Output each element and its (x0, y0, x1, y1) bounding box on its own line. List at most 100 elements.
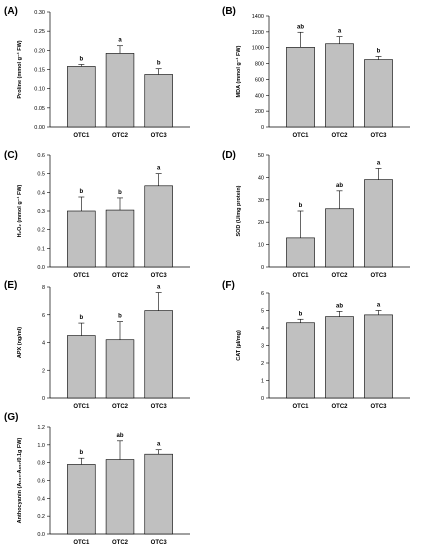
significance-label: a (157, 166, 161, 172)
significance-label: a (377, 303, 381, 309)
x-tick-label: OTC2 (331, 404, 348, 410)
y-tick-label: 0.00 (34, 125, 45, 131)
y-tick-label: 0.20 (34, 48, 45, 54)
y-tick-label: 0 (261, 125, 264, 131)
x-tick-label: OTC2 (112, 273, 129, 279)
y-tick-label: 50 (258, 153, 264, 159)
y-tick-label: 0.0 (37, 265, 45, 271)
bar (144, 453, 173, 535)
significance-label: b (79, 57, 83, 63)
y-tick-label: 4 (42, 341, 45, 347)
x-tick-label: OTC3 (370, 273, 387, 279)
y-tick-label: 0.25 (34, 29, 45, 35)
bar (67, 335, 96, 399)
y-tick-label: 8 (42, 285, 45, 291)
bar (144, 74, 173, 128)
bar (144, 310, 173, 399)
y-tick-label: 1.0 (37, 443, 45, 449)
y-axis-label: APX (ng/ml) (17, 327, 23, 358)
y-tick-label: 0.5 (37, 172, 45, 178)
y-axis-label: SOD (U/mg protein) (236, 185, 242, 236)
panel-label: (E) (4, 280, 17, 291)
y-axis-label: CAT (µl/mg) (236, 330, 242, 361)
x-tick-label: OTC1 (292, 133, 309, 139)
bar (105, 339, 135, 399)
x-tick-label: OTC3 (151, 404, 168, 410)
significance-label: ab (116, 433, 123, 439)
chart-panel: (A) 0.00 0.05 0.10 0.15 0.20 0.25 0.30 Proline (… (4, 6, 190, 139)
significance-label: b (118, 314, 122, 320)
panel-label: (B) (222, 6, 236, 17)
bar (67, 464, 96, 535)
bar (286, 322, 315, 399)
y-tick-label: 0.3 (37, 209, 45, 215)
x-tick-label: OTC2 (112, 404, 129, 410)
bar (364, 59, 393, 128)
y-tick-label: 200 (255, 109, 264, 115)
y-tick-label: 4 (261, 326, 264, 332)
y-tick-label: 800 (255, 62, 264, 68)
y-tick-label: 40 (258, 175, 264, 181)
y-axis-label: MDA (mmol g⁻¹ FW) (235, 45, 242, 97)
bar (105, 459, 135, 535)
y-tick-label: 0.0 (37, 532, 45, 538)
chart-panel: (G) 0.0 0.2 0.4 0.6 0.8 1.0 1.2 Anthocyanin (A₅₃… (4, 412, 190, 546)
x-tick-label: OTC1 (292, 404, 309, 410)
bar (325, 316, 354, 399)
panel-label: (C) (4, 150, 18, 161)
chart-panel: (F) 0 1 2 3 4 5 6 CAT (µl/mg) b OTC1 ab OTC2 a OTC3 (222, 280, 410, 410)
y-tick-label: 0.30 (34, 10, 45, 16)
bar (144, 185, 173, 268)
bar (286, 47, 315, 128)
chart-panel: (C) 0.0 0.1 0.2 0.3 0.4 0.5 0.6 H₂O₂ (mmol g⁻¹ F… (4, 150, 190, 279)
significance-label: a (118, 38, 122, 44)
bar (105, 53, 135, 128)
x-tick-label: OTC2 (112, 133, 129, 139)
significance-label: b (157, 61, 161, 67)
y-tick-label: 0 (261, 265, 264, 271)
chart-panel: (E) 0 2 4 6 8 APX (ng/ml) b OTC1 b OTC2 a OTC3 (4, 280, 190, 410)
significance-label: b (79, 450, 83, 456)
bar (105, 209, 135, 268)
significance-label: a (338, 29, 342, 35)
bar (286, 237, 315, 268)
y-tick-label: 400 (255, 93, 264, 99)
y-tick-label: 1 (261, 379, 264, 385)
significance-label: ab (297, 24, 304, 30)
x-tick-label: OTC1 (73, 273, 90, 279)
chart-panel: (D) 0 10 20 30 40 50 SOD (U/mg protein) b OTC1 ab O… (222, 150, 410, 279)
significance-label: b (79, 189, 83, 195)
panel-label: (D) (222, 150, 236, 161)
bar (325, 43, 354, 128)
panel-label: (F) (222, 280, 235, 291)
y-tick-label: 1200 (252, 30, 264, 36)
significance-label: b (299, 311, 303, 317)
y-tick-label: 6 (261, 291, 264, 297)
y-tick-label: 1000 (252, 46, 264, 52)
y-axis-label: H₂O₂ (mmol g⁻¹ FW) (16, 184, 23, 237)
significance-label: b (118, 190, 122, 196)
chart-panel: (B) 0 200 400 600 800 1000 1200 1400 MDA (mmol g⁻… (222, 6, 410, 139)
significance-label: b (299, 203, 303, 209)
y-tick-label: 0.10 (34, 87, 45, 93)
bar (364, 179, 393, 268)
x-tick-label: OTC1 (73, 404, 90, 410)
x-tick-label: OTC3 (370, 133, 387, 139)
significance-label: a (157, 442, 161, 448)
significance-label: a (157, 285, 161, 291)
y-tick-label: 0.4 (37, 496, 45, 502)
x-tick-label: OTC3 (370, 404, 387, 410)
y-tick-label: 0.6 (37, 153, 45, 159)
x-tick-label: OTC2 (331, 133, 348, 139)
x-tick-label: OTC1 (73, 133, 90, 139)
y-tick-label: 600 (255, 77, 264, 83)
y-tick-label: 3 (261, 344, 264, 350)
y-tick-label: 0.2 (37, 228, 45, 234)
y-tick-label: 0.15 (34, 68, 45, 74)
y-tick-label: 0.2 (37, 514, 45, 520)
x-tick-label: OTC3 (151, 133, 168, 139)
y-tick-label: 0 (42, 396, 45, 402)
y-tick-label: 30 (258, 198, 264, 204)
y-tick-label: 0.6 (37, 479, 45, 485)
